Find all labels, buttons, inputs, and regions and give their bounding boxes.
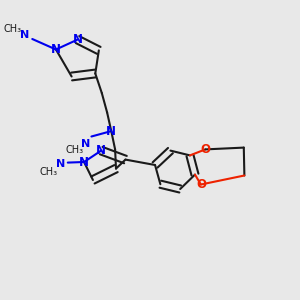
Text: N: N [79, 155, 89, 169]
Text: N: N [96, 144, 106, 157]
Text: CH₃: CH₃ [66, 145, 84, 155]
Text: N: N [56, 159, 65, 169]
Text: N: N [81, 139, 90, 149]
Text: CH₃: CH₃ [4, 23, 22, 34]
Text: N: N [51, 43, 61, 56]
Text: O: O [196, 178, 206, 191]
Text: N: N [20, 29, 29, 40]
Text: N: N [106, 124, 116, 138]
Text: CH₃: CH₃ [39, 167, 57, 177]
Text: O: O [200, 143, 210, 156]
Text: N: N [73, 33, 82, 46]
